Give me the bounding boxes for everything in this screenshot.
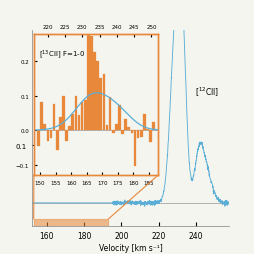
Bar (139, 131, 142, 137)
Bar (152, 123, 154, 131)
Bar (127, 128, 130, 131)
Bar (62, 97, 65, 131)
Bar (146, 130, 148, 131)
Bar (142, 114, 145, 131)
Bar (59, 118, 61, 131)
Bar (65, 131, 68, 141)
Bar (118, 106, 120, 131)
Bar (77, 116, 80, 131)
Bar (87, 35, 89, 131)
Bar (108, 97, 111, 131)
Bar (84, 100, 86, 131)
Text: [$^{12}$CII]: [$^{12}$CII] (194, 85, 218, 98)
Bar (96, 61, 99, 131)
Bar (124, 119, 126, 131)
Bar (34, 219, 108, 226)
Bar (81, 103, 83, 131)
Bar (130, 131, 133, 133)
Bar (50, 131, 52, 138)
Bar (71, 115, 74, 131)
Bar (105, 126, 108, 131)
Bar (133, 131, 136, 166)
Bar (53, 105, 55, 131)
Bar (46, 131, 49, 142)
Bar (115, 125, 117, 131)
Bar (121, 131, 123, 134)
Bar (40, 103, 43, 131)
Bar (43, 125, 46, 131)
Bar (136, 131, 139, 139)
X-axis label: Velocity [km s⁻¹]: Velocity [km s⁻¹] (98, 243, 162, 252)
Bar (99, 78, 102, 131)
Bar (112, 131, 114, 133)
Bar (74, 96, 77, 131)
Bar (56, 131, 58, 151)
Bar (93, 53, 96, 131)
Bar (102, 74, 105, 131)
Bar (37, 131, 40, 147)
Bar (68, 126, 71, 131)
Bar (90, 37, 92, 131)
Text: [$^{13}$CII] F=1-0: [$^{13}$CII] F=1-0 (39, 49, 85, 61)
Bar (149, 131, 151, 142)
